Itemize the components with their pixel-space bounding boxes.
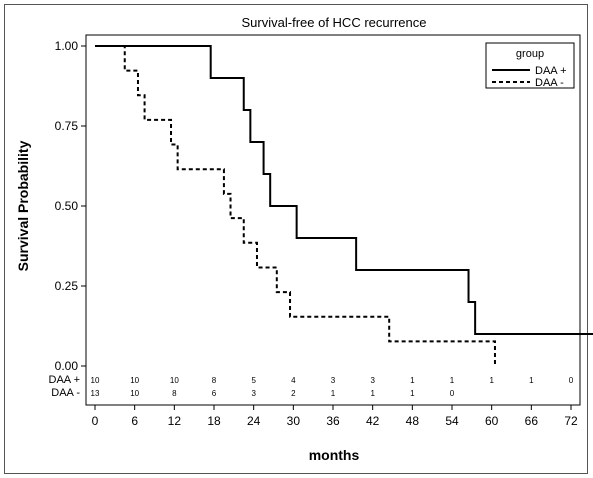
x-tick-label: 0 [92, 414, 99, 428]
risk-count: 3 [370, 376, 375, 385]
risk-count: 0 [450, 389, 455, 398]
y-tick-label: 1.00 [55, 39, 79, 53]
x-axis-label: months [309, 447, 360, 463]
y-tick-label: 0.50 [55, 199, 79, 213]
x-tick-label: 24 [247, 414, 261, 428]
risk-count: 1 [529, 376, 534, 385]
x-tick-label: 36 [326, 414, 340, 428]
x-tick-label: 60 [485, 414, 499, 428]
x-tick-label: 66 [525, 414, 539, 428]
y-axis-label: Survival Probability [15, 140, 31, 271]
risk-count: 5 [251, 376, 256, 385]
x-tick-label: 54 [445, 414, 459, 428]
series-line-daa-minus [95, 45, 496, 366]
risk-count: 6 [212, 389, 217, 398]
x-tick-label: 12 [168, 414, 182, 428]
x-tick-label: 48 [406, 414, 420, 428]
chart-title: Survival-free of HCC recurrence [242, 15, 427, 30]
risk-row-label: DAA - [51, 387, 80, 399]
risk-count: 10 [170, 376, 179, 385]
risk-count: 1 [410, 376, 415, 385]
risk-count: 1 [331, 389, 336, 398]
x-tick-label: 30 [287, 414, 301, 428]
risk-count: 1 [410, 389, 415, 398]
risk-count: 1 [489, 376, 494, 385]
legend-label-daa-plus: DAA + [535, 65, 567, 77]
risk-count: 13 [91, 389, 100, 398]
x-tick-label: 42 [366, 414, 380, 428]
risk-count: 1 [370, 389, 375, 398]
y-tick-label: 0.00 [55, 359, 79, 373]
risk-count: 0 [569, 376, 574, 385]
x-tick-label: 18 [207, 414, 221, 428]
risk-row-label: DAA + [49, 374, 81, 386]
risk-count: 10 [130, 376, 139, 385]
x-tick-label: 72 [564, 414, 578, 428]
legend-label-daa-minus: DAA - [535, 77, 564, 89]
legend-box [485, 42, 575, 89]
legend-title: group [516, 48, 544, 60]
legend: group DAA + DAA - [485, 42, 575, 89]
risk-count: 10 [91, 376, 100, 385]
risk-count: 10 [130, 389, 139, 398]
risk-count: 8 [212, 376, 217, 385]
risk-count: 2 [291, 389, 296, 398]
risk-count: 8 [172, 389, 177, 398]
x-tick-label: 6 [131, 414, 138, 428]
y-tick-label: 0.25 [55, 279, 79, 293]
risk-count: 4 [291, 376, 296, 385]
risk-count: 1 [450, 376, 455, 385]
risk-count: 3 [331, 376, 336, 385]
plot-area [85, 34, 581, 406]
y-tick-label: 0.75 [55, 119, 79, 133]
series-line-daa-plus [95, 45, 593, 335]
risk-count: 3 [251, 389, 256, 398]
